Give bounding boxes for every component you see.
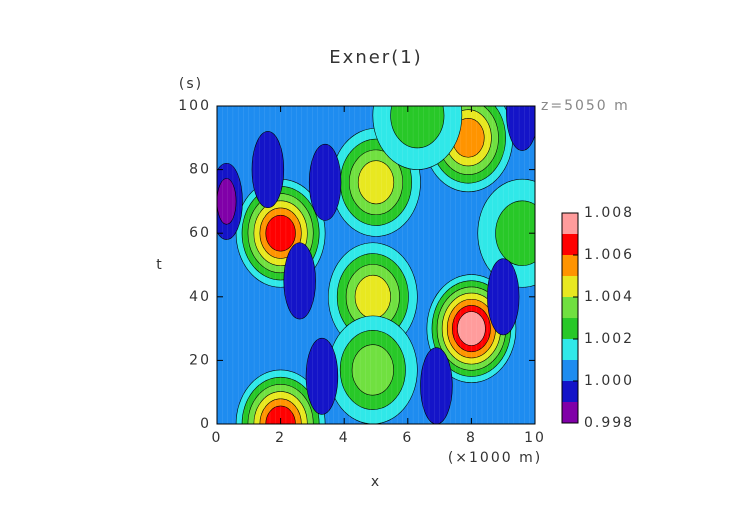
contour-level <box>308 143 342 221</box>
annotation: z=5050 m <box>541 98 630 114</box>
x-tick-label: 0 <box>212 430 223 446</box>
y-unit: (s) <box>179 76 203 92</box>
y-tick-label: 0 <box>200 416 211 432</box>
contour-level <box>351 344 394 396</box>
y-axis-label: t <box>156 257 164 273</box>
x-tick-label: 8 <box>466 430 477 446</box>
colorbar-tick-label: 1.002 <box>584 331 634 347</box>
x-tick-label: 6 <box>402 430 413 446</box>
colorbar-band <box>562 339 578 360</box>
contour-level <box>217 178 237 225</box>
colorbar: 0.998 1.000 1.002 1.004 1.006 1.008 <box>561 205 634 431</box>
colorbar-band <box>562 297 578 318</box>
colorbar-band <box>562 276 578 297</box>
x-tick-label: 2 <box>275 430 286 446</box>
x-unit: (×1000 m) <box>448 450 542 466</box>
x-tick-label: 4 <box>339 430 350 446</box>
colorbar-band <box>562 360 578 381</box>
chart-title: Exner(1) <box>329 47 422 68</box>
y-tick-label: 100 <box>178 98 211 114</box>
contour-field <box>217 106 535 424</box>
colorbar-band <box>562 255 578 276</box>
x-axis-label: x <box>371 474 381 490</box>
plot-frame <box>216 105 536 425</box>
contour-level <box>457 311 486 346</box>
colorbar-band <box>562 318 578 339</box>
colorbar-tick-label: 0.998 <box>584 415 634 431</box>
contour-level <box>390 106 445 149</box>
colorbar-tick-label: 1.000 <box>584 373 634 389</box>
y-tick-label: 20 <box>189 352 211 368</box>
x-tick-label: 10 <box>524 430 546 446</box>
contour-level <box>506 106 535 151</box>
contour-level <box>357 160 395 205</box>
y-tick-label: 40 <box>189 289 211 305</box>
colorbar-band <box>562 381 578 402</box>
colorbar-frame <box>561 212 579 424</box>
contour-level <box>305 337 339 415</box>
y-tick-label: 60 <box>189 225 211 241</box>
contour-level <box>495 200 535 266</box>
contour-level <box>265 405 296 424</box>
contour-level <box>487 258 520 336</box>
colorbar-band <box>562 213 578 234</box>
colorbar-tick-label: 1.008 <box>584 205 634 221</box>
contour-level <box>251 131 285 209</box>
contour-level <box>420 347 453 424</box>
contour-level <box>354 274 391 319</box>
y-tick-label: 80 <box>189 162 211 178</box>
colorbar-tick-label: 1.006 <box>584 247 634 263</box>
colorbar-band <box>562 234 578 255</box>
contour-level <box>283 242 316 320</box>
colorbar-tick-label: 1.004 <box>584 289 634 305</box>
contour-level <box>265 214 296 252</box>
colorbar-band <box>562 402 578 423</box>
